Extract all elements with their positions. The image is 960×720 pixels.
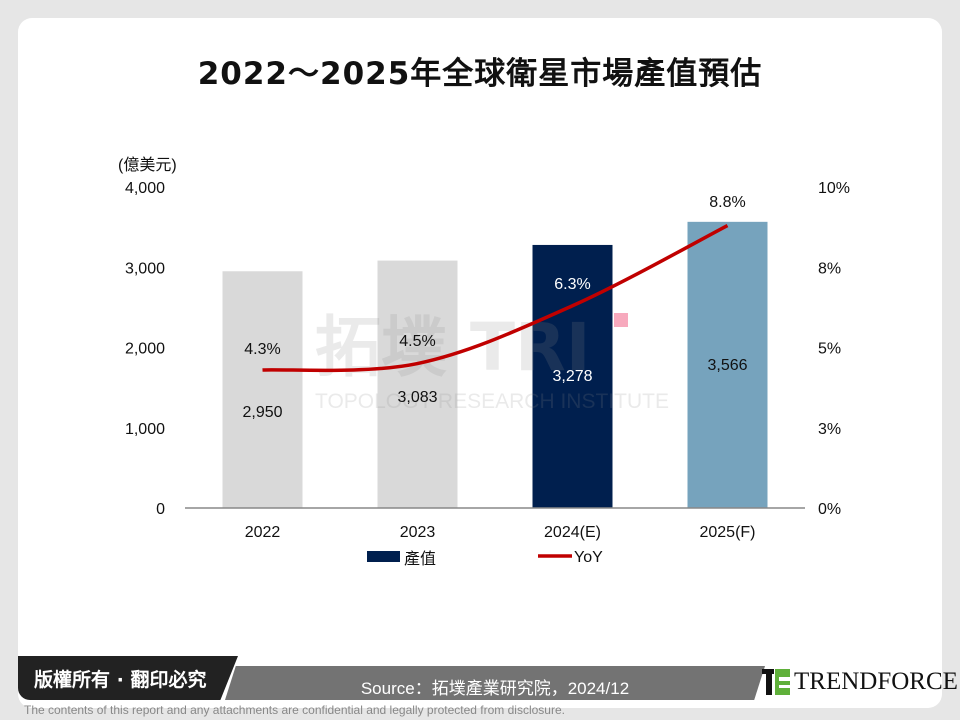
watermark-mark	[614, 313, 628, 327]
y2-tick-label: 3%	[818, 421, 841, 438]
y-tick-label: 0	[156, 501, 165, 518]
yoy-label: 4.3%	[244, 341, 280, 358]
yoy-label: 4.5%	[399, 333, 435, 350]
y-tick-label: 1,000	[125, 421, 165, 438]
y-tick-label: 3,000	[125, 260, 165, 277]
slide-card	[18, 18, 942, 708]
logo-text: TRENDFORCE	[794, 668, 958, 695]
bar-2022	[222, 271, 303, 508]
watermark-subtitle: TOPOLOGY RESEARCH INSTITUTE	[315, 390, 669, 413]
trendforce-logo: TRENDFORCE	[762, 668, 958, 696]
bar-value-label: 2,950	[242, 404, 282, 421]
yoy-line	[262, 223, 729, 373]
trendforce-logo-icon	[762, 669, 790, 695]
yoy-label: 8.8%	[709, 194, 745, 211]
y2-tick-label: 0%	[818, 501, 841, 518]
x-tick-label: 2024(E)	[544, 524, 601, 541]
source-text: Source：拓墣產業研究院，2024/12	[360, 679, 630, 698]
x-tick-label: 2023	[400, 524, 436, 541]
bar-2023	[377, 260, 458, 508]
x-tick-label: 2022	[245, 524, 281, 541]
bar-2025(F)	[687, 221, 768, 509]
legend-line-label: YoY	[574, 549, 603, 566]
y2-tick-label: 8%	[818, 260, 841, 277]
y-axis-label: (億美元)	[118, 156, 177, 174]
y2-tick-label: 5%	[818, 341, 841, 358]
x-tick-label: 2025(F)	[699, 524, 755, 541]
copyright-text: 版權所有 · 翻印必究	[34, 669, 207, 691]
bar-2024(E)	[532, 244, 613, 509]
bar-value-label: 3,083	[397, 389, 437, 406]
legend-bar-swatch	[367, 551, 400, 562]
bar-value-label: 3,278	[552, 368, 592, 385]
y2-tick-label: 10%	[818, 180, 850, 197]
watermark: 拓墣 TRI	[315, 309, 590, 386]
bar-value-label: 3,566	[707, 357, 747, 374]
legend-bar-label: 產值	[404, 550, 436, 568]
y-tick-label: 4,000	[125, 180, 165, 197]
y-tick-label: 2,000	[125, 341, 165, 358]
footer-copyright-bar	[18, 656, 238, 700]
yoy-label: 6.3%	[554, 276, 590, 293]
chart-title: 2022～2025年全球衛星市場產值預估	[197, 56, 763, 92]
footer-source-bar	[225, 666, 765, 700]
disclaimer: The contents of this report and any atta…	[24, 703, 565, 717]
